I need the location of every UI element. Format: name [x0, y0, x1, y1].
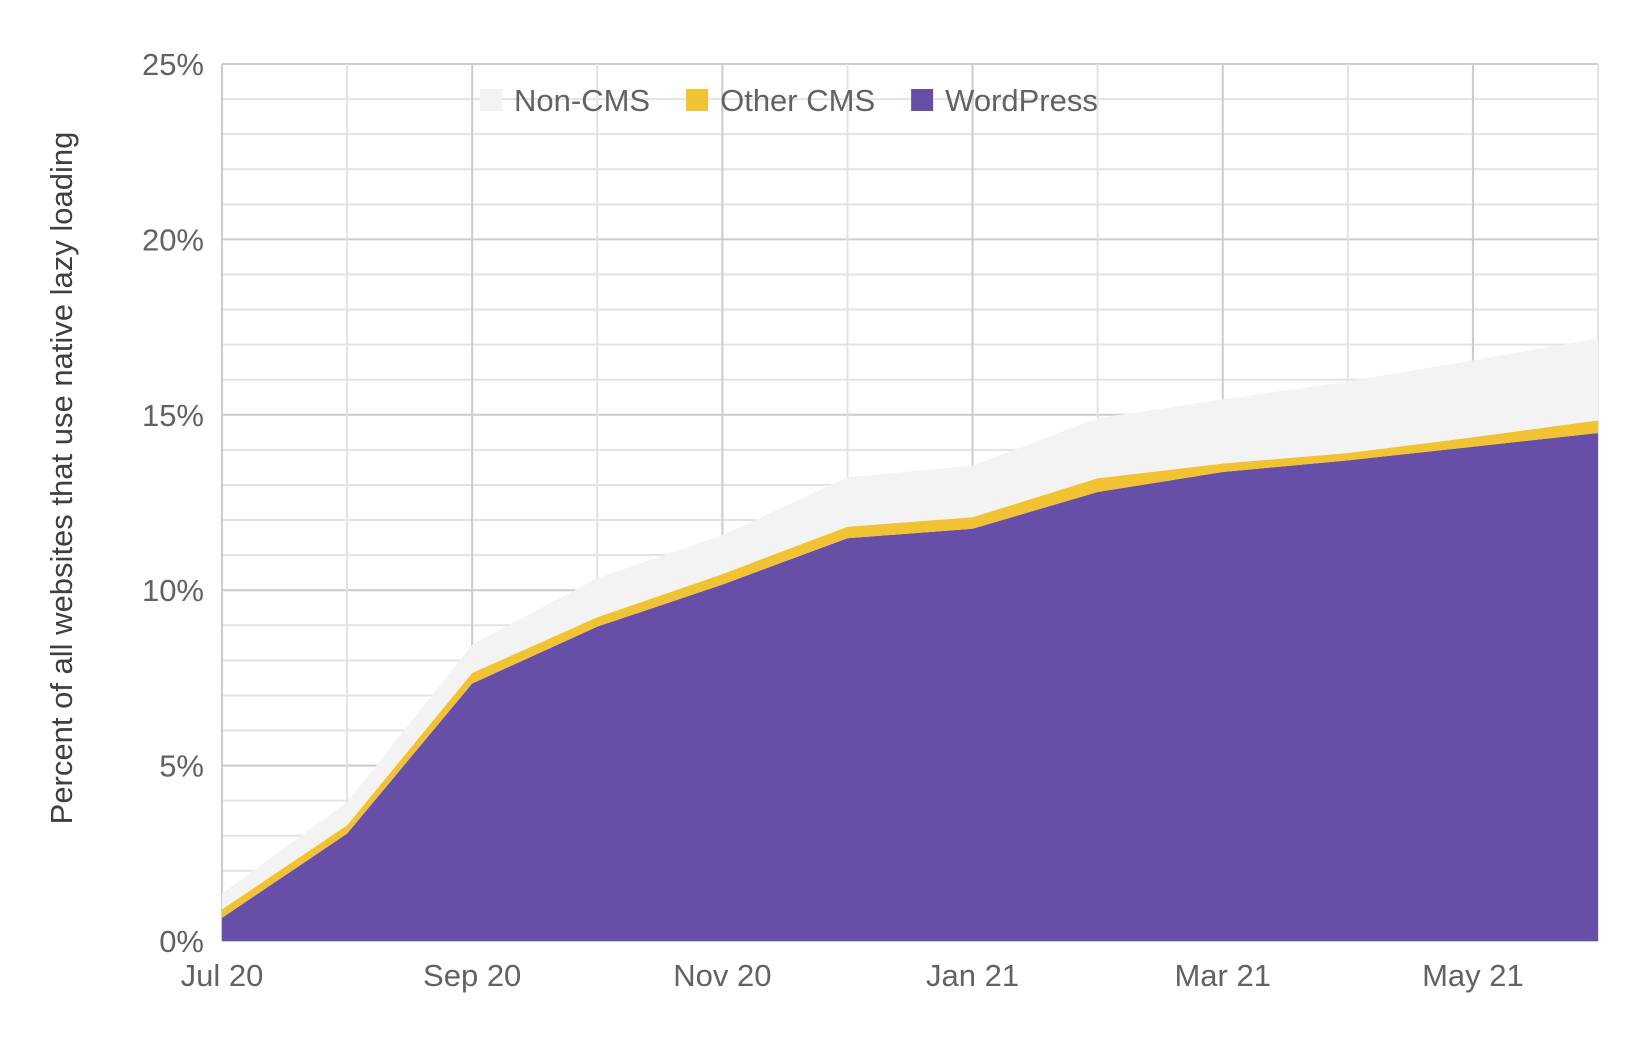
y-tick-label: 25% [142, 47, 204, 82]
y-tick-label: 15% [142, 398, 204, 433]
area-other-cms [222, 420, 1598, 918]
legend-label: Non-CMS [514, 83, 650, 118]
y-tick-label: 5% [159, 749, 204, 784]
legend-label: WordPress [945, 83, 1098, 118]
legend-label: Other CMS [720, 83, 875, 118]
x-tick-label: Nov 20 [673, 958, 771, 993]
y-tick-label: 20% [142, 222, 204, 257]
areas [222, 338, 1598, 941]
x-axis-ticks: Jul 20 Sep 20 Nov 20 Jan 21 Mar 21 May 21 [181, 958, 1524, 993]
legend-swatch [686, 89, 709, 111]
x-tick-label: Jan 21 [926, 958, 1019, 993]
legend-item: WordPress [911, 83, 1098, 118]
x-tick-label: Sep 20 [423, 958, 521, 993]
y-tick-label: 0% [159, 924, 204, 959]
legend-swatch [911, 89, 934, 111]
y-axis-label: Percent of all websites that use native … [44, 132, 79, 825]
area-non-cms [222, 338, 1598, 910]
legend-item: Non-CMS [480, 83, 650, 118]
legend-item: Other CMS [686, 83, 875, 118]
x-tick-label: May 21 [1422, 958, 1524, 993]
legend-swatch [480, 89, 502, 111]
x-tick-label: Jul 20 [181, 958, 264, 993]
y-tick-label: 10% [142, 573, 204, 608]
x-tick-label: Mar 21 [1174, 958, 1270, 993]
y-axis-ticks: 0% 5% 10% 15% 20% 25% [142, 47, 204, 959]
legend: Non-CMS Other CMS WordPress [480, 83, 1098, 118]
area-wordpress [222, 433, 1598, 941]
